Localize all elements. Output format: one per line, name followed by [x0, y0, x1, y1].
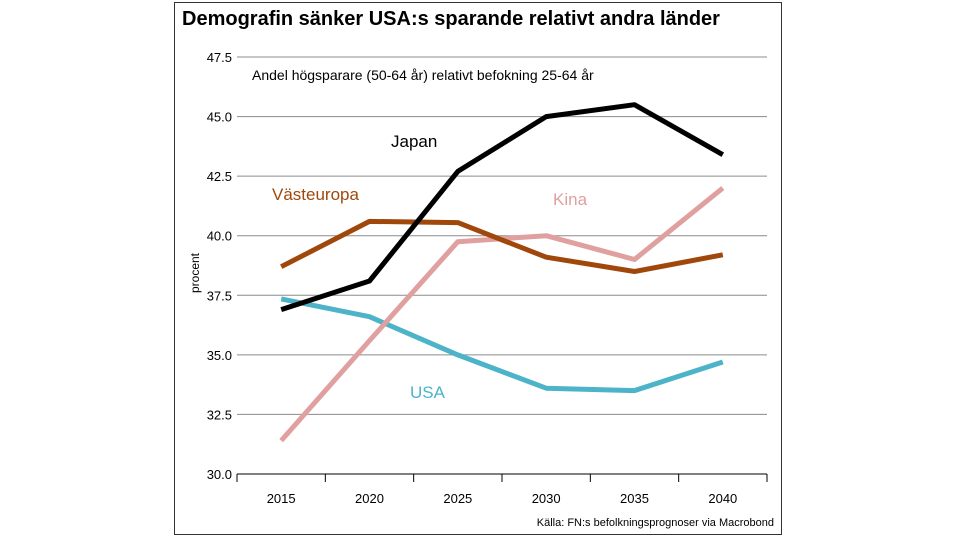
y-tick-labels: 30.0 32.5 35.0 37.5 40.0 42.5 45.0 47.5: [207, 50, 232, 482]
chart-frame: [174, 2, 782, 535]
x-tick-label: 2025: [443, 491, 472, 506]
series-line-japan: [280, 102, 725, 312]
y-tick-label: 32.5: [207, 407, 232, 422]
y-axis-label: procent: [188, 252, 202, 293]
y-tick-label: 42.5: [207, 169, 232, 184]
x-tick-labels: 2015 2020 2025 2030 2035 2040: [267, 491, 738, 506]
y-tick-label: 30.0: [207, 467, 232, 482]
x-tick-label: 2040: [708, 491, 737, 506]
x-tick-label: 2015: [267, 491, 296, 506]
chart-title: Demografin sänker USA:s sparande relativ…: [182, 8, 720, 30]
y-tick-label: 47.5: [207, 50, 232, 65]
chart-subtitle: Andel högsparare (50-64 år) relativt bef…: [252, 67, 594, 83]
series-label-v-steuropa: Västeuropa: [272, 185, 359, 204]
source-note: Källa: FN:s befolkningsprognoser via Mac…: [537, 517, 774, 529]
y-tick-label: 45.0: [207, 110, 232, 125]
x-axis: [236, 473, 768, 482]
series-line-v-steuropa: [280, 218, 724, 274]
x-tick-label: 2035: [620, 491, 649, 506]
series-label-usa: USA: [410, 383, 446, 402]
x-tick-label: 2020: [355, 491, 384, 506]
series-line-usa: [280, 296, 724, 394]
series-label-kina: Kina: [553, 190, 588, 209]
x-tick-label: 2030: [532, 491, 561, 506]
gridlines: [237, 56, 767, 415]
y-tick-label: 35.0: [207, 348, 232, 363]
y-tick-label: 40.0: [207, 229, 232, 244]
y-tick-label: 37.5: [207, 288, 232, 303]
series-labels: Japan Västeuropa Kina USA: [272, 132, 588, 402]
series-label-japan: Japan: [391, 132, 437, 151]
series-lines: [279, 102, 725, 443]
